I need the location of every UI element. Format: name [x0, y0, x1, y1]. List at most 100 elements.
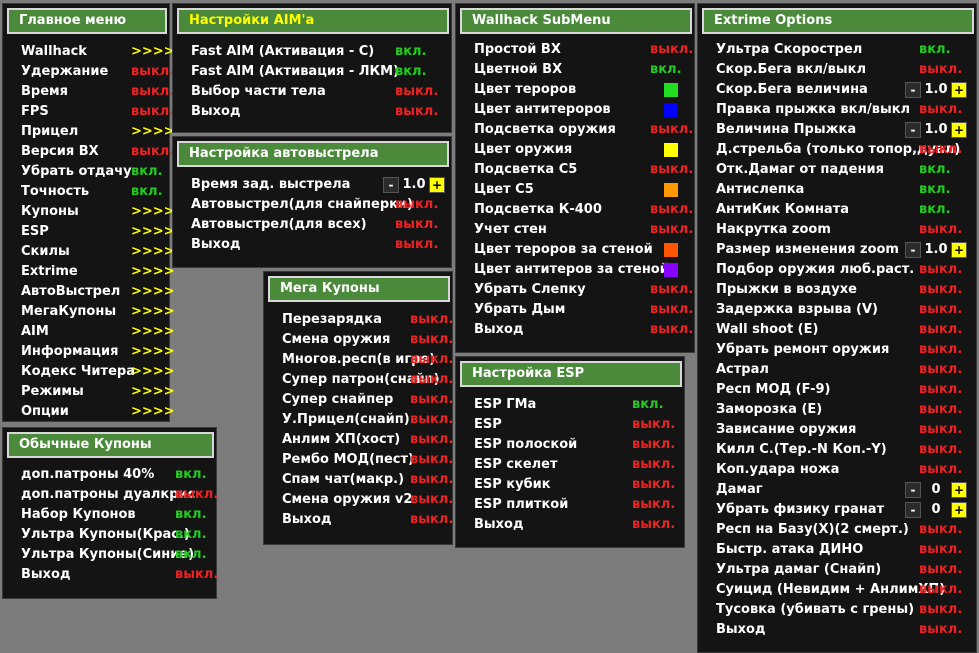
toggle-state[interactable]: выкл. [632, 477, 676, 492]
menu-item[interactable]: Цветной ВХ вкл. [456, 60, 694, 80]
menu-item[interactable]: Зависание оружия выкл. [698, 420, 976, 440]
toggle-state[interactable]: выкл. [410, 392, 454, 407]
menu-item[interactable]: ESP плиткой выкл. [456, 495, 684, 515]
toggle-state[interactable]: выкл. [919, 462, 963, 477]
toggle-state[interactable]: выкл. [632, 437, 676, 452]
menu-item[interactable]: Убрать Слепку выкл. [456, 280, 694, 300]
stepper-minus-button[interactable]: - [905, 82, 921, 98]
menu-item[interactable]: Убрать ремонт оружия выкл. [698, 340, 976, 360]
submenu-arrow[interactable]: >>>> [131, 344, 175, 359]
menu-item[interactable]: Величина Прыжка -1.0 + [698, 120, 976, 140]
color-swatch[interactable] [664, 143, 678, 157]
menu-item[interactable]: Смена оружия v2 выкл. [264, 490, 453, 510]
toggle-state[interactable]: выкл. [919, 402, 963, 417]
toggle-state[interactable]: выкл. [131, 84, 175, 99]
menu-item[interactable]: Выбор части тела выкл. [173, 82, 451, 102]
stepper-minus-button[interactable]: - [905, 242, 921, 258]
menu-item[interactable]: Дамаг -0 + [698, 480, 976, 500]
menu-item[interactable]: Убрать отдачу вкл. [3, 162, 169, 182]
menu-item[interactable]: Респ на Базу(X)(2 смерт.) выкл. [698, 520, 976, 540]
toggle-state[interactable]: выкл. [919, 142, 963, 157]
toggle-state[interactable]: выкл. [919, 442, 963, 457]
menu-item[interactable]: Цвет антитероров [456, 100, 694, 120]
toggle-state[interactable]: выкл. [410, 432, 454, 447]
toggle-state[interactable]: выкл. [650, 282, 694, 297]
menu-item[interactable]: Быстр. атака ДИНО выкл. [698, 540, 976, 560]
menu-item[interactable]: Подбор оружия люб.раст. выкл. [698, 260, 976, 280]
menu-item[interactable]: Ультра Купоны(Крас.) вкл. [3, 525, 216, 545]
menu-item[interactable]: Время выкл. [3, 82, 174, 102]
menu-item[interactable]: Fast AIM (Активация - ЛКМ) вкл. [173, 62, 451, 82]
toggle-state[interactable]: вкл. [919, 42, 951, 57]
menu-item[interactable]: У.Прицел(снайп) выкл. [264, 410, 454, 430]
toggle-state[interactable]: вкл. [650, 62, 682, 77]
menu-item[interactable]: ESP кубик выкл. [456, 475, 684, 495]
stepper-minus-button[interactable]: - [905, 482, 921, 498]
stepper-plus-button[interactable]: + [951, 502, 967, 518]
toggle-state[interactable]: вкл. [175, 467, 207, 482]
submenu-arrow[interactable]: >>>> [131, 304, 175, 319]
submenu-arrow[interactable]: >>>> [131, 404, 175, 419]
toggle-state[interactable]: выкл. [395, 197, 439, 212]
toggle-state[interactable]: выкл. [650, 162, 694, 177]
menu-item[interactable]: Задержка взрыва (V) выкл. [698, 300, 976, 320]
toggle-state[interactable]: вкл. [175, 547, 207, 562]
menu-item[interactable]: Подсветка С5 выкл. [456, 160, 694, 180]
toggle-state[interactable]: выкл. [395, 217, 439, 232]
menu-item[interactable]: Супер снайпер выкл. [264, 390, 454, 410]
toggle-state[interactable]: выкл. [395, 84, 439, 99]
menu-item[interactable]: Автовыстрел(для снайперки) выкл. [173, 195, 451, 215]
menu-item[interactable]: ESP полоской выкл. [456, 435, 684, 455]
menu-item[interactable]: Спам чат(макр.) выкл. [264, 470, 453, 490]
menu-item[interactable]: Купоны >>>> [3, 202, 175, 222]
menu-item[interactable]: Убрать Дым выкл. [456, 300, 694, 320]
toggle-state[interactable]: выкл. [919, 422, 963, 437]
menu-item[interactable]: Тусовка (убивать с грены) выкл. [698, 600, 976, 620]
menu-item[interactable]: Смена оружия выкл. [264, 330, 454, 350]
menu-item[interactable]: Удержание выкл. [3, 62, 174, 82]
toggle-state[interactable]: выкл. [919, 582, 963, 597]
menu-item[interactable]: Версия ВХ выкл. [3, 142, 174, 162]
submenu-arrow[interactable]: >>>> [131, 264, 175, 279]
toggle-state[interactable]: выкл. [131, 104, 175, 119]
toggle-state[interactable]: выкл. [410, 412, 454, 427]
menu-item[interactable]: Автовыстрел(для всех) выкл. [173, 215, 451, 235]
submenu-arrow[interactable]: >>>> [131, 244, 175, 259]
menu-item[interactable]: ESP >>>> [3, 222, 175, 242]
toggle-state[interactable]: выкл. [650, 42, 694, 57]
menu-item[interactable]: Выход выкл. [3, 565, 218, 585]
menu-item[interactable]: Extrime >>>> [3, 262, 175, 282]
menu-item[interactable]: Wallhack >>>> [3, 42, 175, 62]
toggle-state[interactable]: выкл. [650, 222, 694, 237]
menu-item[interactable]: Выход выкл. [456, 515, 684, 535]
menu-item[interactable]: АнтиКик Комната вкл. [698, 200, 976, 220]
toggle-state[interactable]: вкл. [131, 184, 163, 199]
stepper-plus-button[interactable]: + [951, 242, 967, 258]
toggle-state[interactable]: вкл. [632, 397, 664, 412]
menu-item[interactable]: Коп.удара ножа выкл. [698, 460, 976, 480]
menu-item[interactable]: FPS выкл. [3, 102, 174, 122]
submenu-arrow[interactable]: >>>> [131, 324, 175, 339]
color-swatch[interactable] [664, 183, 678, 197]
menu-item[interactable]: Набор Купонов вкл. [3, 505, 216, 525]
menu-item[interactable]: Астрал выкл. [698, 360, 976, 380]
toggle-state[interactable]: выкл. [632, 497, 676, 512]
toggle-state[interactable]: выкл. [632, 517, 676, 532]
menu-item[interactable]: Выход выкл. [698, 620, 976, 640]
toggle-state[interactable]: выкл. [919, 222, 963, 237]
toggle-state[interactable]: выкл. [919, 102, 963, 117]
toggle-state[interactable]: вкл. [395, 44, 427, 59]
submenu-arrow[interactable]: >>>> [131, 384, 175, 399]
toggle-state[interactable]: выкл. [410, 312, 454, 327]
toggle-state[interactable]: выкл. [131, 64, 175, 79]
toggle-state[interactable]: выкл. [410, 332, 454, 347]
menu-item[interactable]: Размер изменения zoom -1.0 + [698, 240, 976, 260]
menu-item[interactable]: доп.патроны дуалкрис выкл. [3, 485, 218, 505]
stepper-plus-button[interactable]: + [951, 82, 967, 98]
toggle-state[interactable]: выкл. [395, 237, 439, 252]
toggle-state[interactable]: выкл. [410, 452, 454, 467]
menu-item[interactable]: ESP ГМа вкл. [456, 395, 684, 415]
menu-item[interactable]: Режимы >>>> [3, 382, 175, 402]
menu-item[interactable]: Килл С.(Тер.-N Коп.-Y) выкл. [698, 440, 976, 460]
toggle-state[interactable]: выкл. [650, 122, 694, 137]
